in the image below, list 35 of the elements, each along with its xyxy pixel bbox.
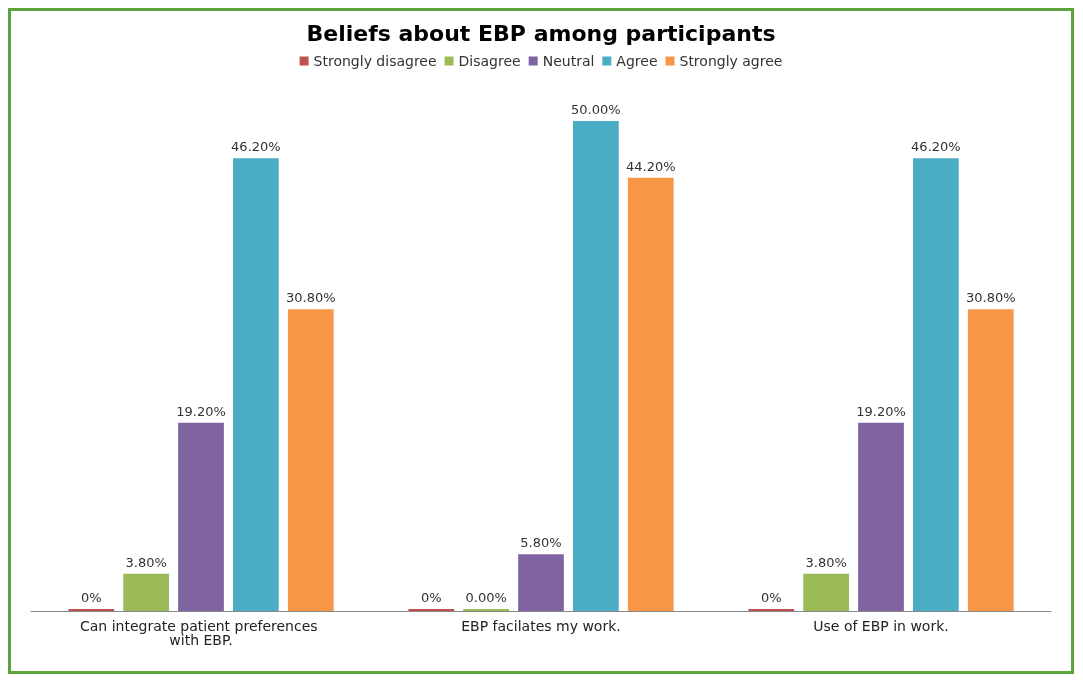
bar xyxy=(573,121,619,611)
data-label: 19.20% xyxy=(176,403,226,419)
data-label: 0% xyxy=(760,590,782,605)
data-label: 19.20% xyxy=(856,403,906,419)
data-label: 46.20% xyxy=(231,139,281,155)
bar xyxy=(518,554,564,611)
bar xyxy=(913,158,959,611)
data-label: 3.80% xyxy=(805,554,847,570)
legend-label: Strongly agree xyxy=(679,53,783,69)
x-tick-label: Use of EBP in work. xyxy=(813,618,949,634)
bar xyxy=(627,177,674,611)
legend-label: Disagree xyxy=(458,53,521,69)
x-tick-label: Can integrate patient preferences with EBP. xyxy=(79,618,323,648)
chart-title: Beliefs about EBP among participants xyxy=(306,20,776,46)
bar xyxy=(123,573,169,611)
bar xyxy=(967,309,1014,611)
data-label: 0% xyxy=(80,590,102,605)
legend-label: Strongly disagree xyxy=(313,53,437,69)
data-label: 0.00% xyxy=(465,590,507,605)
data-label: 50.00% xyxy=(571,102,621,117)
legend-label: Agree xyxy=(616,53,658,69)
bar xyxy=(178,422,224,611)
data-label: 30.80% xyxy=(965,290,1016,306)
bar xyxy=(803,573,849,611)
data-label: 30.80% xyxy=(285,290,336,306)
data-label: 46.20% xyxy=(911,139,961,155)
x-tick-label: EBP facilates my work. xyxy=(461,618,621,634)
legend-label: Neutral xyxy=(542,53,595,69)
bar xyxy=(233,158,279,611)
data-label: 44.20% xyxy=(625,158,676,174)
bar xyxy=(287,309,334,611)
data-label: 0% xyxy=(420,590,442,605)
data-label: 5.80% xyxy=(520,535,562,551)
data-label: 3.80% xyxy=(125,554,167,570)
bar xyxy=(858,422,904,611)
